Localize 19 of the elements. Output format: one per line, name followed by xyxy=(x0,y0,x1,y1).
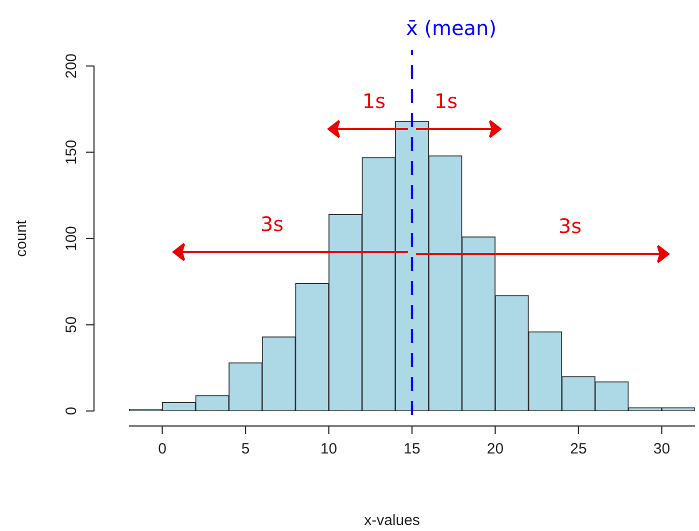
annotation: 1s xyxy=(362,89,386,114)
annotation: 3s xyxy=(558,214,582,238)
x-tick-label: 10 xyxy=(320,440,338,458)
annotation: 3s xyxy=(260,212,284,236)
y-axis-title: count xyxy=(13,219,30,257)
y-tick-label: 200 xyxy=(63,53,80,79)
x-tick-label: 0 xyxy=(158,440,166,458)
y-tick-label: 0 xyxy=(63,406,80,416)
x-tick-label: 25 xyxy=(570,440,587,458)
y-tick-label: 150 xyxy=(63,140,80,165)
x-tick-label: 30 xyxy=(653,440,670,458)
y-tick-label: 50 xyxy=(63,316,80,334)
x-axis-title: x-values xyxy=(364,512,420,530)
ref-line-label: x̄ (mean) xyxy=(406,16,497,40)
x-tick-label: 20 xyxy=(486,440,504,458)
annotation: 1s xyxy=(434,89,458,114)
y-tick-label: 100 xyxy=(63,226,80,252)
x-tick-label: 15 xyxy=(404,440,420,458)
x-tick-label: 5 xyxy=(241,440,250,458)
